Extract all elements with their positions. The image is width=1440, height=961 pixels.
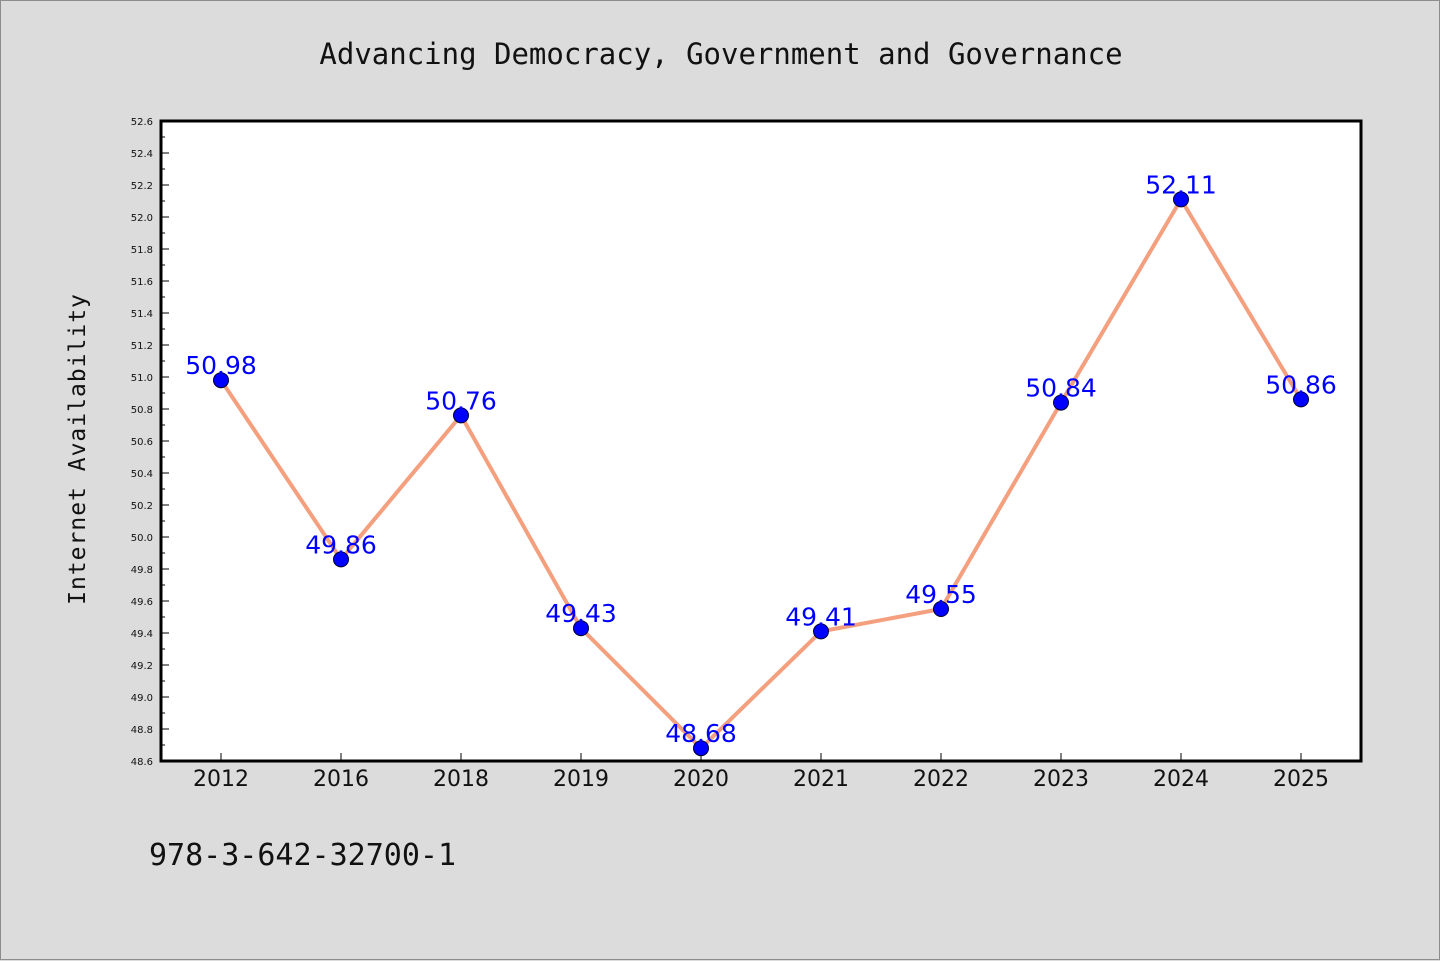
- y-tick-label: 51.8: [131, 245, 153, 256]
- data-label: 49.41: [785, 602, 857, 631]
- y-axis-ticks: 48.6 48.8 49.0 49.2 49.4 49.6 49.8 50.0 50.2 50.4…: [131, 117, 169, 768]
- data-point: [1053, 394, 1069, 411]
- y-tick-label: 49.4: [131, 629, 153, 640]
- y-tick-label: 51.6: [131, 277, 153, 288]
- y-tick-label: 51.2: [131, 341, 153, 352]
- y-tick-label: 52.2: [131, 181, 153, 192]
- y-tick-label: 50.4: [131, 469, 153, 480]
- y-tick-label: 50.8: [131, 405, 153, 416]
- y-tick-label: 50.2: [131, 501, 153, 512]
- plot-area: [159, 119, 1363, 763]
- x-tick-label: 2023: [1033, 767, 1089, 792]
- series-line-group: [219, 197, 1303, 751]
- x-tick-label: 2020: [673, 767, 729, 792]
- y-tick-label: 49.0: [131, 693, 153, 704]
- x-tick-label: 2025: [1273, 767, 1329, 792]
- data-label: 48.68: [665, 719, 737, 748]
- data-point: [1173, 191, 1189, 208]
- y-tick-label: 50.6: [131, 437, 153, 448]
- y-tick-label: 49.8: [131, 565, 153, 576]
- data-point: [813, 623, 829, 640]
- y-tick-label: 48.8: [131, 725, 153, 736]
- data-label: 52.11: [1145, 170, 1217, 199]
- data-point: [693, 740, 709, 757]
- x-axis-ticks: 2012 2016 2018 2019 2020 2021 2022 2023 2024 2025: [193, 753, 1329, 792]
- data-label: 50.98: [185, 351, 257, 380]
- data-point: [1293, 391, 1309, 408]
- series-markers: [213, 191, 1309, 757]
- y-tick-label: 48.6: [131, 757, 153, 768]
- y-tick-label: 49.2: [131, 661, 153, 672]
- x-tick-label: 2012: [193, 767, 249, 792]
- y-tick-label: 50.0: [131, 533, 153, 544]
- chart-title: Advancing Democracy, Government and Gove…: [319, 37, 1122, 71]
- isbn-text: 978-3-642-32700-1: [149, 838, 456, 873]
- x-tick-label: 2016: [313, 767, 369, 792]
- data-label: 49.43: [545, 599, 617, 628]
- y-tick-label: 49.6: [131, 597, 153, 608]
- y-tick-label: 52.4: [131, 149, 153, 160]
- y-tick-label: 51.4: [131, 309, 153, 320]
- x-tick-label: 2022: [913, 767, 969, 792]
- data-point: [573, 620, 589, 637]
- x-tick-label: 2019: [553, 767, 609, 792]
- data-label: 50.86: [1265, 370, 1337, 399]
- y-tick-label: 52.0: [131, 213, 153, 224]
- y-axis-label: Internet Availability: [65, 293, 91, 605]
- data-label: 50.76: [425, 386, 497, 415]
- data-label: 49.55: [905, 580, 977, 609]
- data-label: 50.84: [1025, 374, 1097, 403]
- x-tick-label: 2021: [793, 767, 849, 792]
- y-tick-label: 52.6: [131, 117, 153, 128]
- data-label: 49.86: [305, 530, 377, 559]
- data-point: [333, 551, 349, 568]
- data-point: [453, 407, 469, 424]
- y-tick-label: 51.0: [131, 373, 153, 384]
- data-labels: 50.98 49.86 50.76 49.43 48.68 49.41 49.55 50.84…: [185, 170, 1337, 748]
- data-point: [213, 372, 229, 389]
- x-tick-label: 2024: [1153, 767, 1209, 792]
- series-line: [219, 197, 1303, 751]
- x-tick-label: 2018: [433, 767, 489, 792]
- data-point: [933, 601, 949, 617]
